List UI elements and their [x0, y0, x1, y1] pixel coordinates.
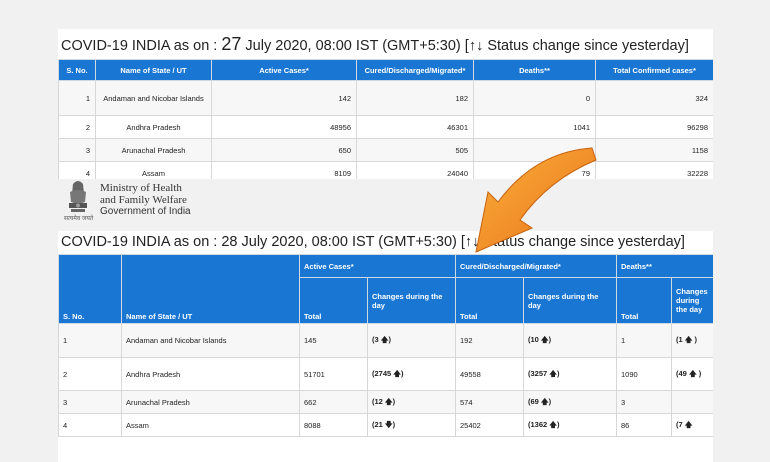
header-sno: S. No. — [58, 59, 96, 81]
header-total: Total Confirmed cases* — [595, 59, 713, 81]
table-row: 3 Arunachal Pradesh 650 505 3 1158 — [58, 138, 713, 162]
top-headline-prefix: COVID-19 INDIA as on : — [61, 38, 222, 54]
cell-active: 662 — [299, 390, 368, 414]
cell-deaths-change: (49 🡅 ) — [671, 357, 713, 391]
cell-active-change: (21 🡇) — [367, 413, 456, 437]
header-deaths-total: Total — [616, 277, 673, 324]
cell-cured-change: (1362 🡅) — [522, 413, 618, 437]
cell-active: 48956 — [211, 115, 357, 139]
bottom-screenshot-panel: COVID-19 INDIA as on : 28 July 2020, 08:… — [58, 231, 713, 462]
table-row: 3 Arunachal Pradesh 662 (12 🡅) 574 (69 🡅… — [58, 390, 713, 414]
cell-state: Andhra Pradesh — [121, 357, 300, 391]
header-deaths-change: Changes during the day — [671, 277, 713, 324]
cell-state: Andhra Pradesh — [95, 115, 212, 139]
cell-cured: 574 — [455, 390, 524, 414]
cell-deaths: 1041 — [473, 115, 596, 139]
header-active-total: Total — [299, 277, 368, 324]
cell-active: 650 — [211, 138, 357, 162]
header-active: Active Cases* — [211, 59, 357, 81]
header-deaths: Deaths** — [473, 59, 596, 81]
table-row: 4 Assam 8088 (21 🡇) 25402 (1362 🡅) 86 (7… — [58, 413, 713, 437]
cell-cured: 192 — [455, 323, 524, 358]
cell-sno: 2 — [58, 115, 96, 139]
cell-deaths: 1 — [616, 323, 673, 358]
cell-sno: 1 — [58, 323, 122, 358]
national-emblem-icon — [69, 181, 87, 212]
table-row: 2 Andhra Pradesh 48956 46301 1041 96298 — [58, 115, 713, 139]
cell-active: 145 — [299, 323, 368, 358]
header-active-change: Changes during the day — [367, 277, 456, 324]
cell-sno: 2 — [58, 357, 122, 391]
cell-active-change: (12 🡅) — [367, 390, 456, 414]
header-deaths-group: Deaths** — [616, 254, 713, 278]
ministry-line1: Ministry of Health — [100, 182, 182, 194]
cell-active-change: (2745 🡅) — [367, 357, 456, 391]
cell-cured: 25402 — [455, 413, 524, 437]
top-covid-table: S. No. Name of State / UT Active Cases* … — [58, 59, 713, 179]
header-state: Name of State / UT — [121, 254, 300, 324]
cell-state: Arunachal Pradesh — [95, 138, 212, 162]
cell-deaths-change: (7 🡅 — [671, 413, 713, 437]
cell-cured-change: (69 🡅) — [522, 390, 618, 414]
top-table-header-row: S. No. Name of State / UT Active Cases* … — [58, 59, 713, 81]
table-row: 4 Assam 8109 24040 79 32228 — [58, 161, 713, 179]
cell-cured: 46301 — [356, 115, 474, 139]
cell-active: 8088 — [299, 413, 368, 437]
cell-sno: 4 — [58, 413, 122, 437]
cell-active: 142 — [211, 80, 357, 116]
cell-deaths-change — [671, 390, 713, 414]
emblem-caption: सत्यमेव जयते — [64, 216, 94, 222]
ministry-logo: सत्यमेव जयते Ministry of Health and Fami… — [64, 178, 364, 226]
header-cured-total: Total — [455, 277, 524, 324]
cell-total: 32228 — [595, 161, 713, 179]
cell-state: Arunachal Pradesh — [121, 390, 300, 414]
cell-cured-change: (10 🡅) — [522, 323, 618, 358]
cell-cured: 505 — [356, 138, 474, 162]
header-state: Name of State / UT — [95, 59, 212, 81]
cell-active: 51701 — [299, 357, 368, 391]
header-cured: Cured/Discharged/Migrated* — [356, 59, 474, 81]
header-sno: S. No. — [58, 254, 122, 324]
top-headline-suffix: July 2020, 08:00 IST (GMT+5:30) [↑↓ Stat… — [241, 38, 689, 54]
top-headline: COVID-19 INDIA as on : 27 July 2020, 08:… — [61, 29, 689, 59]
cell-state: Assam — [121, 413, 300, 437]
ministry-name: Ministry of Health and Family Welfare Go… — [100, 182, 191, 218]
cell-deaths: 3 — [616, 390, 673, 414]
cell-total: 1158 — [595, 138, 713, 162]
cell-deaths: 0 — [473, 80, 596, 116]
cell-state: Andaman and Nicobar Islands — [95, 80, 212, 116]
cell-sno: 1 — [58, 80, 96, 116]
cell-sno: 3 — [58, 390, 122, 414]
cell-deaths: 86 — [616, 413, 673, 437]
cell-total: 324 — [595, 80, 713, 116]
cell-cured: 49558 — [455, 357, 524, 391]
header-cured-group: Cured/Discharged/Migrated* — [454, 254, 618, 278]
bottom-headline: COVID-19 INDIA as on : 28 July 2020, 08:… — [61, 234, 685, 250]
orange-curved-arrow-icon — [475, 147, 597, 253]
cell-total: 96298 — [595, 115, 713, 139]
cell-sno: 3 — [58, 138, 96, 162]
cell-cured: 182 — [356, 80, 474, 116]
ministry-line3: Government of India — [100, 206, 191, 217]
table-row: 1 Andaman and Nicobar Islands 145 (3 🡅) … — [58, 323, 713, 358]
bottom-covid-table: S. No. Name of State / UT Active Cases* … — [58, 254, 713, 437]
cell-cured-change: (3257 🡅) — [522, 357, 618, 391]
table-row: 2 Andhra Pradesh 51701 (2745 🡅) 49558 (3… — [58, 357, 713, 391]
bottom-sub-header-row: Total Changes during the day Total Chang… — [59, 277, 713, 324]
top-screenshot-panel: COVID-19 INDIA as on : 27 July 2020, 08:… — [58, 29, 713, 179]
cell-active-change: (3 🡅) — [367, 323, 456, 358]
cell-sno: 4 — [58, 161, 96, 179]
top-headline-day: 27 — [221, 34, 242, 54]
cell-deaths: 1090 — [616, 357, 673, 391]
bottom-group-header-row: S. No. Name of State / UT Active Cases* … — [58, 254, 713, 324]
header-cured-change: Changes during the day — [522, 277, 618, 324]
cell-state: Andaman and Nicobar Islands — [121, 323, 300, 358]
cell-active: 8109 — [211, 161, 357, 179]
table-row: 1 Andaman and Nicobar Islands 142 182 0 … — [58, 80, 713, 116]
header-active-group: Active Cases* — [299, 254, 456, 278]
cell-deaths-change: (1 🡅 ) — [671, 323, 713, 358]
cell-state: Assam — [95, 161, 212, 179]
ministry-line2: and Family Welfare — [100, 194, 187, 206]
